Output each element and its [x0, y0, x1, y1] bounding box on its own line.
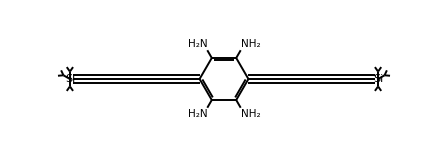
Text: H₂N: H₂N — [188, 39, 207, 49]
Text: Si: Si — [65, 74, 75, 84]
Text: NH₂: NH₂ — [241, 109, 260, 119]
Text: NH₂: NH₂ — [241, 39, 260, 49]
Text: H₂N: H₂N — [188, 109, 207, 119]
Text: Si: Si — [373, 74, 383, 84]
